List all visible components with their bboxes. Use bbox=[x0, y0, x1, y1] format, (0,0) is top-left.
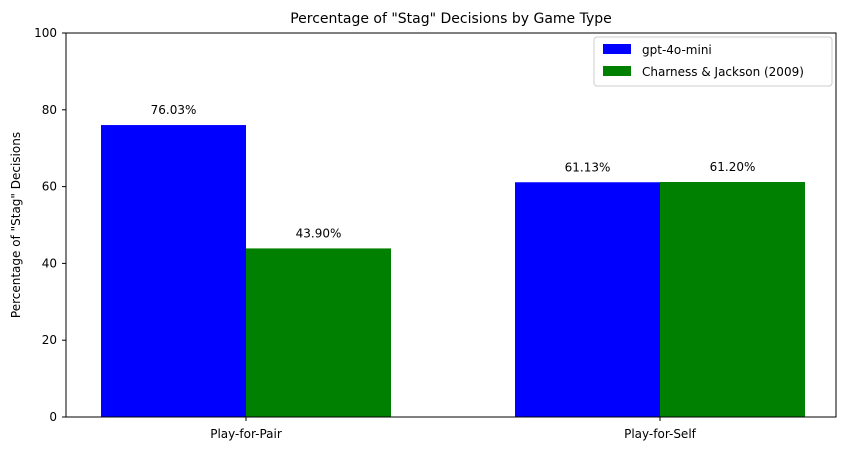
legend-swatch-gpt-4o-mini bbox=[603, 44, 631, 54]
x-axis-ticks: Play-for-Pair Play-for-Self bbox=[210, 417, 697, 441]
bar-value-label: 43.90% bbox=[296, 226, 342, 240]
x-tick-label: Play-for-Self bbox=[624, 427, 697, 441]
y-axis-label: Percentage of "Stag" Decisions bbox=[9, 132, 23, 318]
bar-gpt-4o-mini-play-for-pair bbox=[101, 125, 246, 417]
y-tick-label: 60 bbox=[42, 180, 57, 194]
y-tick-label: 0 bbox=[49, 410, 57, 424]
bar-value-label: 61.20% bbox=[710, 160, 756, 174]
bars-layer bbox=[101, 125, 805, 417]
legend-swatch-charness-jackson bbox=[603, 66, 631, 76]
bar-value-label: 76.03% bbox=[151, 103, 197, 117]
bar-charness-jackson-2009-play-for-pair bbox=[246, 248, 391, 417]
plot-frame bbox=[65, 32, 837, 418]
legend-label-charness-jackson: Charness & Jackson (2009) bbox=[642, 65, 804, 79]
bar-charness-jackson-2009-play-for-self bbox=[660, 181, 805, 417]
y-tick-label: 20 bbox=[42, 333, 57, 347]
legend-label-gpt-4o-mini: gpt-4o-mini bbox=[642, 43, 712, 57]
y-axis-ticks: 0 20 40 60 80 100 bbox=[34, 26, 66, 424]
bar-labels-layer: 76.03% 61.13% 43.90% 61.20% bbox=[151, 103, 756, 240]
bar-value-label: 61.13% bbox=[565, 160, 611, 174]
y-tick-label: 80 bbox=[42, 103, 57, 117]
y-tick-label: 100 bbox=[34, 26, 57, 40]
chart-title: Percentage of "Stag" Decisions by Game T… bbox=[290, 11, 612, 27]
legend-box bbox=[593, 36, 833, 87]
y-tick-label: 40 bbox=[42, 256, 57, 270]
legend: gpt-4o-mini Charness & Jackson (2009) bbox=[593, 36, 833, 87]
x-tick-label: Play-for-Pair bbox=[210, 427, 282, 441]
bar-gpt-4o-mini-play-for-self bbox=[515, 182, 660, 417]
